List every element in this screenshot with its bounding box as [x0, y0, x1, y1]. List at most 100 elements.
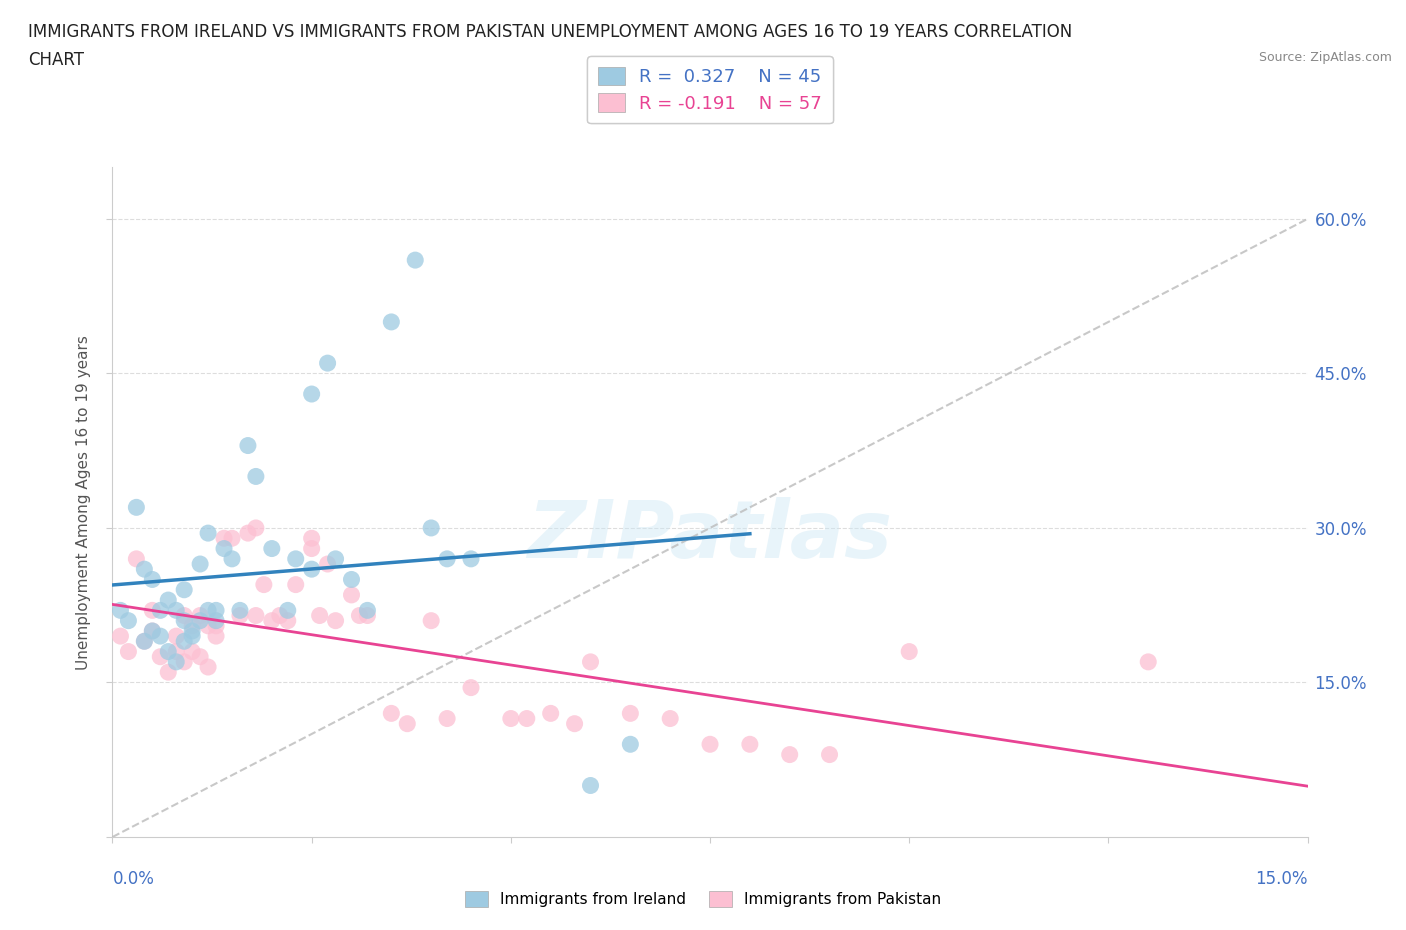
Point: [540, 706, 562, 721]
Point: [188, 649, 211, 664]
Legend: R =  0.327    N = 45, R = -0.191    N = 57: R = 0.327 N = 45, R = -0.191 N = 57: [588, 56, 832, 124]
Point: [165, 644, 187, 659]
Point: [110, 603, 132, 618]
Point: [301, 541, 323, 556]
Point: [499, 711, 522, 726]
Point: [149, 629, 172, 644]
Point: [173, 655, 195, 670]
Point: [284, 578, 307, 592]
Point: [380, 314, 402, 329]
Point: [779, 747, 801, 762]
Point: [134, 634, 156, 649]
Point: [659, 711, 682, 726]
Point: [236, 525, 259, 540]
Point: [188, 613, 211, 628]
Point: [141, 623, 163, 638]
Point: [165, 629, 187, 644]
Point: [284, 551, 307, 566]
Point: [380, 706, 402, 721]
Point: [229, 608, 252, 623]
Point: [236, 438, 259, 453]
Point: [277, 613, 299, 628]
Point: [325, 551, 347, 566]
Point: [308, 608, 330, 623]
Point: [212, 531, 235, 546]
Point: [134, 634, 156, 649]
Point: [181, 644, 204, 659]
Point: [260, 613, 283, 628]
Point: [325, 613, 347, 628]
Text: CHART: CHART: [28, 51, 84, 69]
Point: [173, 634, 195, 649]
Point: [460, 680, 482, 695]
Point: [818, 747, 841, 762]
Text: 0.0%: 0.0%: [112, 870, 155, 887]
Point: [173, 613, 195, 628]
Point: [316, 355, 339, 370]
Point: [212, 541, 235, 556]
Point: [420, 521, 443, 536]
Point: [356, 603, 378, 618]
Point: [245, 608, 267, 623]
Point: [117, 644, 139, 659]
Point: [516, 711, 538, 726]
Point: [229, 603, 252, 618]
Point: [173, 582, 195, 597]
Point: [245, 521, 267, 536]
Point: [221, 531, 243, 546]
Point: [134, 562, 156, 577]
Point: [738, 737, 761, 751]
Text: Source: ZipAtlas.com: Source: ZipAtlas.com: [1258, 51, 1392, 64]
Point: [301, 531, 323, 546]
Point: [436, 711, 458, 726]
Point: [188, 556, 211, 571]
Point: [1137, 655, 1160, 670]
Point: [197, 659, 219, 674]
Point: [221, 551, 243, 566]
Point: [125, 551, 148, 566]
Text: ZIPatlas: ZIPatlas: [527, 497, 893, 575]
Point: [564, 716, 586, 731]
Point: [245, 469, 267, 484]
Point: [197, 603, 219, 618]
Point: [420, 613, 443, 628]
Point: [396, 716, 419, 731]
Point: [157, 665, 180, 680]
Point: [141, 572, 163, 587]
Point: [188, 608, 211, 623]
Text: IMMIGRANTS FROM IRELAND VS IMMIGRANTS FROM PAKISTAN UNEMPLOYMENT AMONG AGES 16 T: IMMIGRANTS FROM IRELAND VS IMMIGRANTS FR…: [28, 23, 1073, 41]
Point: [157, 644, 180, 659]
Legend: Immigrants from Ireland, Immigrants from Pakistan: Immigrants from Ireland, Immigrants from…: [458, 884, 948, 913]
Point: [165, 655, 187, 670]
Point: [301, 387, 323, 402]
Text: 15.0%: 15.0%: [1256, 870, 1308, 887]
Point: [205, 629, 228, 644]
Point: [117, 613, 139, 628]
Point: [253, 578, 276, 592]
Point: [205, 618, 228, 633]
Point: [197, 618, 219, 633]
Point: [699, 737, 721, 751]
Point: [181, 618, 204, 633]
Point: [404, 253, 426, 268]
Point: [349, 608, 371, 623]
Point: [173, 608, 195, 623]
Point: [157, 592, 180, 607]
Point: [619, 737, 641, 751]
Point: [277, 603, 299, 618]
Point: [316, 556, 339, 571]
Point: [181, 629, 204, 644]
Point: [149, 649, 172, 664]
Point: [356, 608, 378, 623]
Point: [205, 603, 228, 618]
Point: [110, 629, 132, 644]
Point: [205, 613, 228, 628]
Point: [269, 608, 291, 623]
Point: [579, 778, 602, 793]
Point: [197, 525, 219, 540]
Point: [579, 655, 602, 670]
Point: [340, 588, 363, 603]
Point: [141, 603, 163, 618]
Point: [898, 644, 921, 659]
Point: [460, 551, 482, 566]
